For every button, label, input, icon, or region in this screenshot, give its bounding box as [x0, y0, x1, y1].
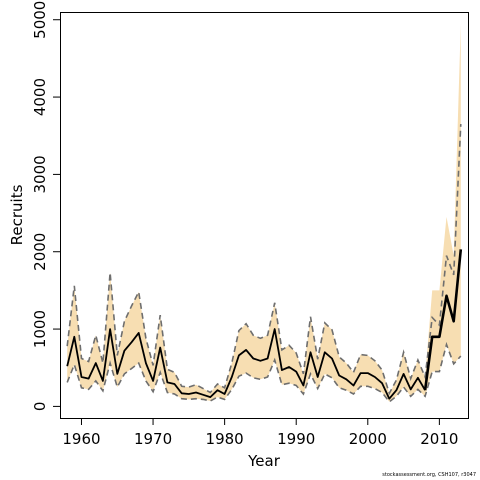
y-tick-label: 5000	[31, 1, 49, 39]
y-tick-label: 0	[31, 402, 49, 412]
upper-bound-line	[66, 124, 462, 396]
x-axis: 1960 1970 1980 1990 2000 2010	[62, 418, 458, 448]
y-tick-label: 4000	[31, 78, 49, 116]
y-tick-label: 3000	[31, 155, 49, 193]
x-tick-label: 1980	[206, 430, 244, 448]
plot-area	[66, 23, 463, 403]
x-tick-label: 1970	[134, 430, 172, 448]
x-axis-title: Year	[247, 452, 281, 470]
x-tick-label: 1960	[62, 430, 100, 448]
y-axis-title: Recruits	[8, 184, 26, 245]
y-tick-label: 2000	[31, 233, 49, 271]
estimate-line-recent	[423, 249, 463, 391]
y-axis: 0 1000 2000 3000 4000 5000	[31, 1, 61, 412]
y-tick-label: 1000	[31, 310, 49, 348]
confidence-band	[67, 23, 461, 402]
lower-bound-line	[66, 341, 462, 403]
estimate-line	[66, 328, 426, 400]
x-tick-label: 1990	[277, 430, 315, 448]
footer-credit: stockassessment.org, CSH107, r3047	[382, 472, 476, 478]
x-tick-label: 2010	[420, 430, 458, 448]
x-tick-label: 2000	[349, 430, 387, 448]
